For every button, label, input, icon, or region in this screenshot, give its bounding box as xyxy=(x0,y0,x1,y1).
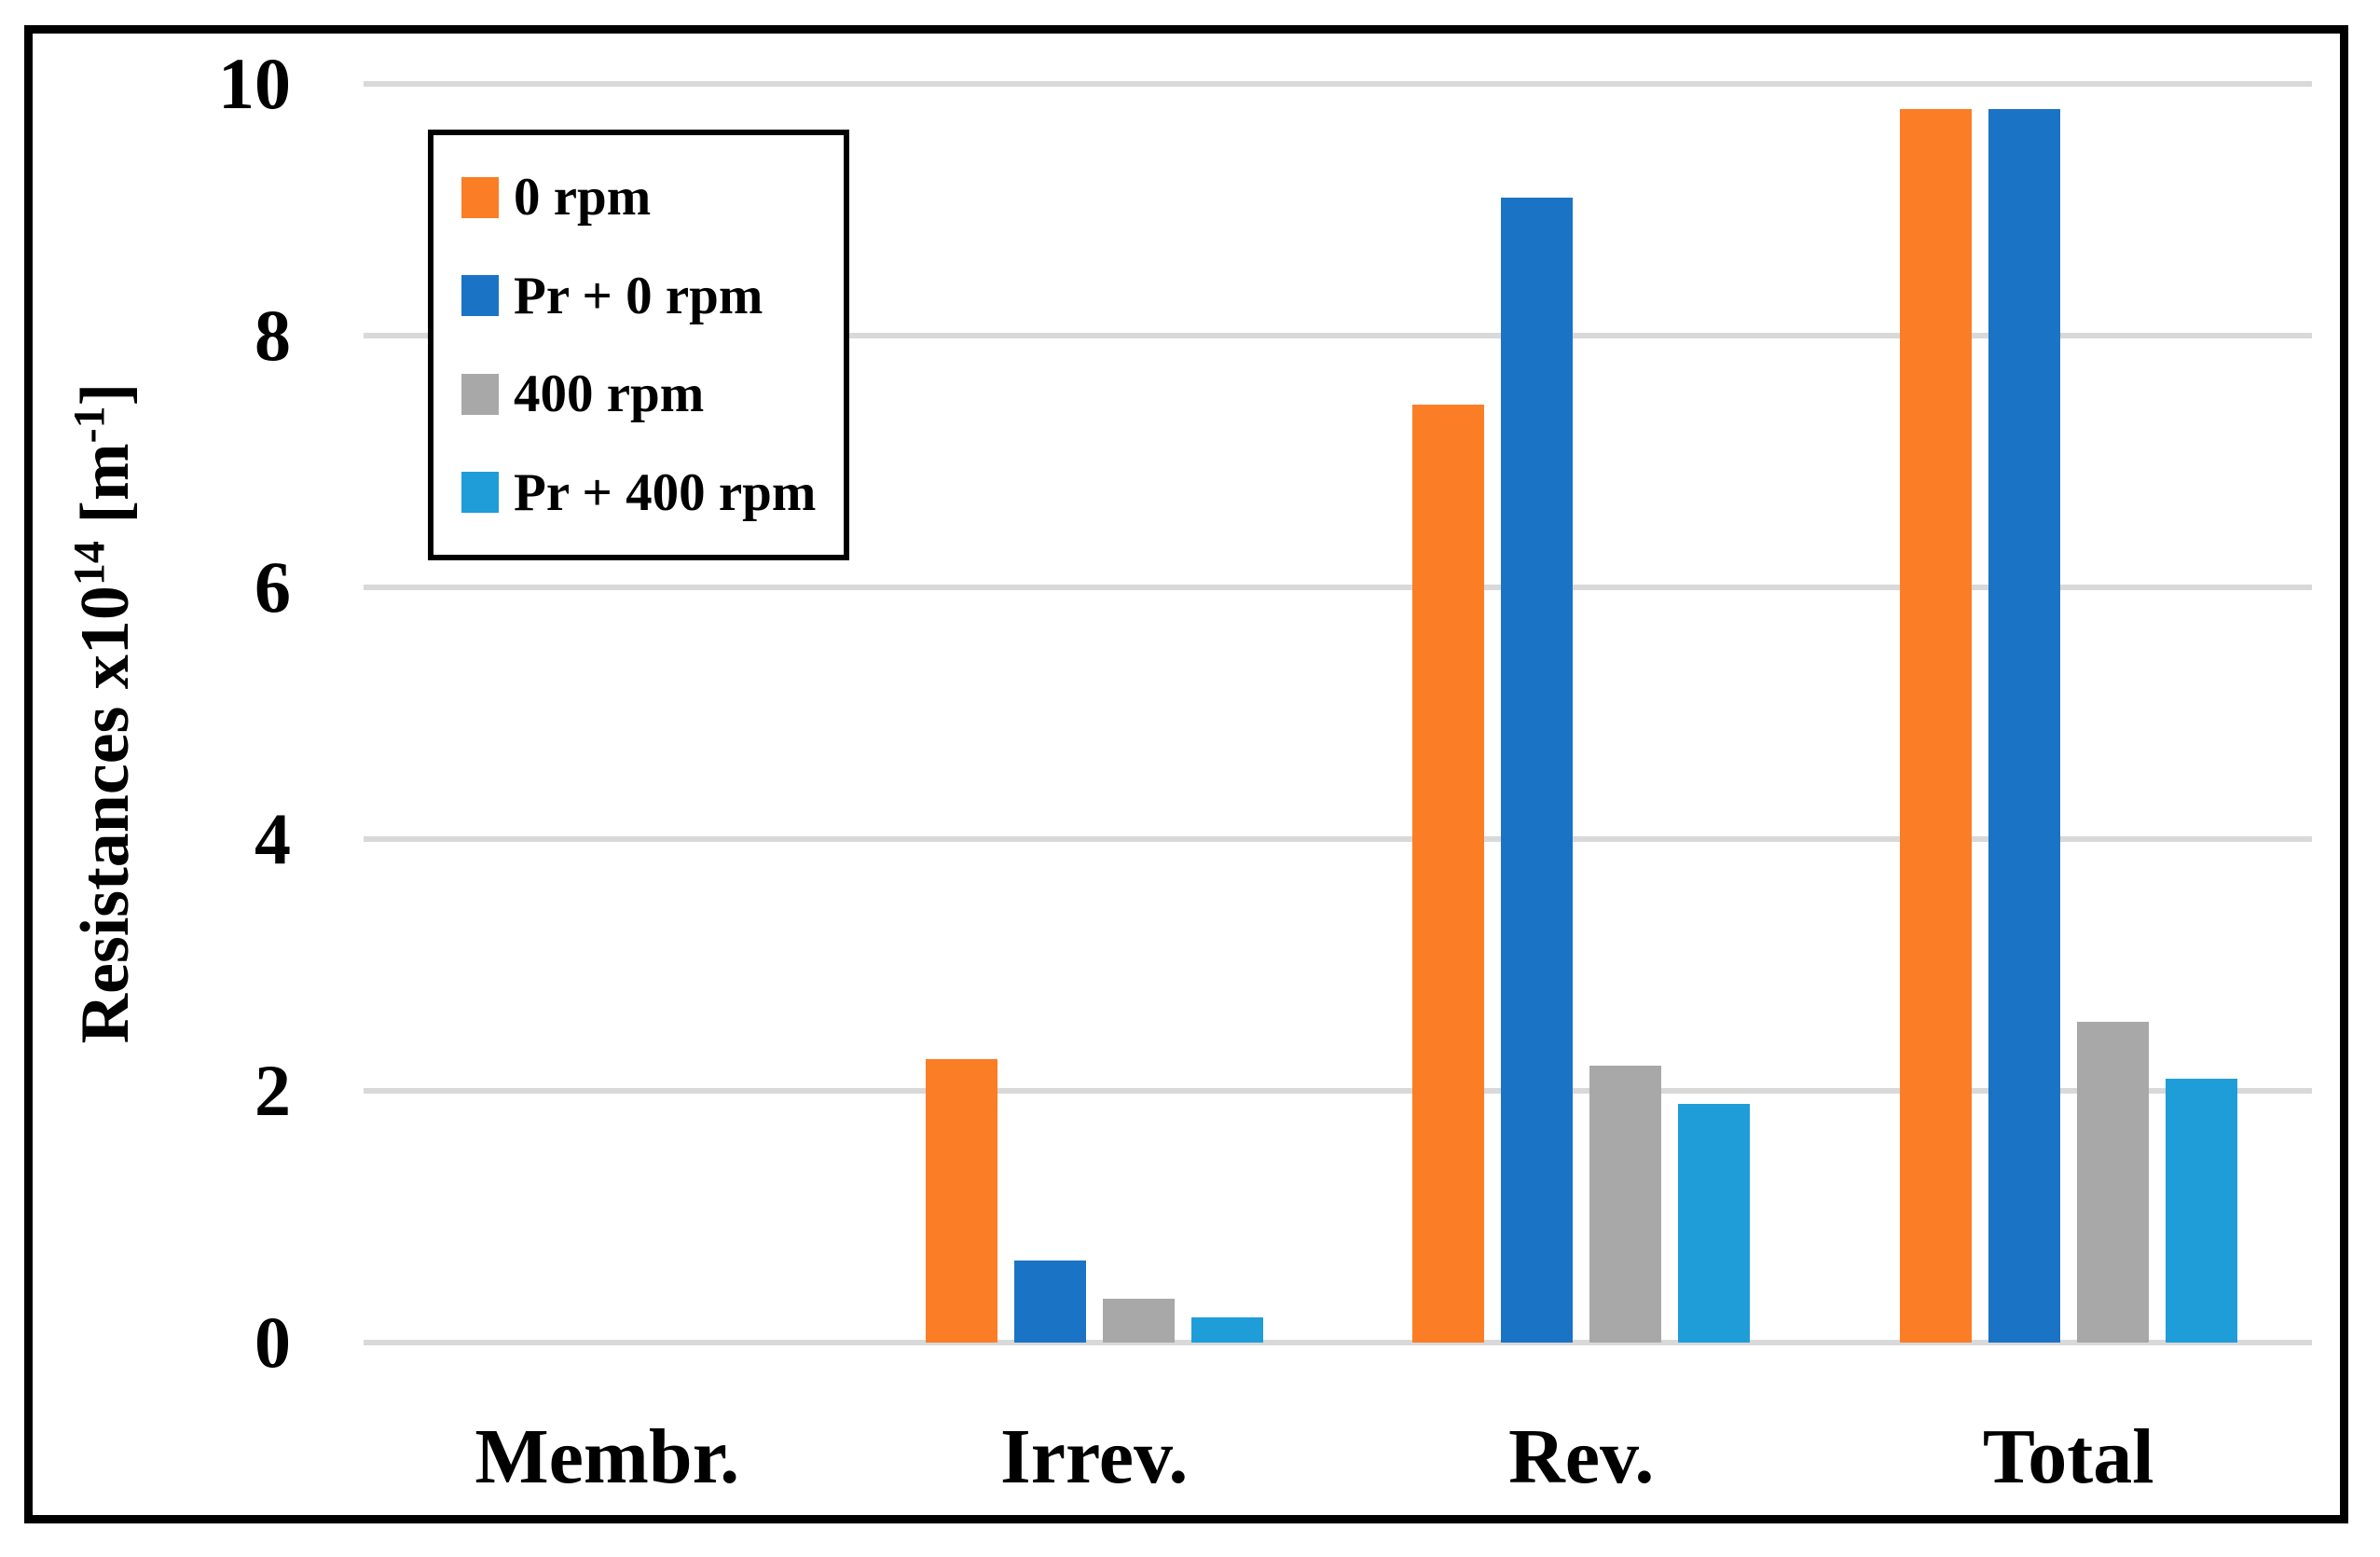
bar-400-rpm-rev xyxy=(1589,1066,1662,1343)
y-axis-title-unit: [m xyxy=(67,443,144,542)
legend-item-0-rpm: 0 rpm xyxy=(461,167,844,227)
legend-item-label: 0 rpm xyxy=(514,168,652,227)
y-axis-title-text: Resistances x10 xyxy=(67,586,144,1044)
legend-item-pr-400-rpm: Pr + 400 rpm xyxy=(461,462,844,523)
y-axis-title: Resistances x1014 [m-1] xyxy=(59,247,152,1179)
x-axis-label-membr: Membr. xyxy=(475,1413,740,1500)
gridline xyxy=(364,836,2312,842)
bar-pr-400-rpm-total xyxy=(2165,1078,2237,1343)
gridline xyxy=(364,1088,2312,1094)
y-tick-label: 6 xyxy=(255,546,291,627)
bar-group-rev xyxy=(1338,84,1825,1343)
legend-swatch-icon xyxy=(461,373,499,415)
gridline xyxy=(364,1340,2312,1345)
bar-400-rpm-irrev xyxy=(1102,1298,1175,1343)
bar-group-irrev xyxy=(851,84,1339,1343)
y-tick-label: 10 xyxy=(218,43,291,124)
y-tick-label: 8 xyxy=(255,295,291,376)
bar-pr-0-rpm-rev xyxy=(1501,197,1574,1343)
bar-0-rpm-total xyxy=(1899,109,1972,1343)
y-axis-title-unit-close: ] xyxy=(67,382,144,406)
x-axis-label-total: Total xyxy=(1982,1413,2154,1500)
gridline xyxy=(364,333,2312,338)
y-tick-label: 4 xyxy=(255,798,291,879)
gridline xyxy=(364,585,2312,590)
y-tick-label: 2 xyxy=(255,1050,291,1131)
bar-pr-400-rpm-rev xyxy=(1678,1103,1751,1343)
gridline xyxy=(364,81,2312,87)
plot-area xyxy=(364,81,2313,1345)
x-axis-label-irrev: Irrev. xyxy=(1000,1413,1189,1500)
x-axis: Membr. Irrev. Rev. Total xyxy=(364,1406,2312,1518)
y-axis-title-superscript: 14 xyxy=(64,541,115,586)
legend-item-label: Pr + 400 rpm xyxy=(514,462,817,522)
legend: 0 rpm Pr + 0 rpm 400 rpm Pr + 400 rpm xyxy=(428,130,849,560)
legend-swatch-icon xyxy=(461,176,499,218)
bar-pr-0-rpm-total xyxy=(1988,109,2060,1343)
bar-400-rpm-total xyxy=(2076,1021,2149,1343)
legend-item-label: Pr + 0 rpm xyxy=(514,266,764,325)
x-axis-label-rev: Rev. xyxy=(1508,1413,1655,1500)
bar-0-rpm-rev xyxy=(1412,405,1485,1343)
bar-0-rpm-irrev xyxy=(925,1059,997,1343)
legend-item-400-rpm: 400 rpm xyxy=(461,364,844,424)
bar-pr-0-rpm-irrev xyxy=(1013,1261,1086,1343)
legend-item-pr-0-rpm: Pr + 0 rpm xyxy=(461,266,844,326)
legend-item-label: 400 rpm xyxy=(514,365,705,424)
y-axis: 0 2 4 6 8 10 xyxy=(0,43,291,1383)
bar-pr-400-rpm-irrev xyxy=(1190,1317,1263,1343)
y-axis-title-unit-superscript: -1 xyxy=(64,406,115,444)
y-tick-label: 0 xyxy=(255,1302,291,1383)
legend-swatch-icon xyxy=(461,275,499,317)
legend-swatch-icon xyxy=(461,472,499,514)
bar-group-total xyxy=(1825,84,2313,1343)
